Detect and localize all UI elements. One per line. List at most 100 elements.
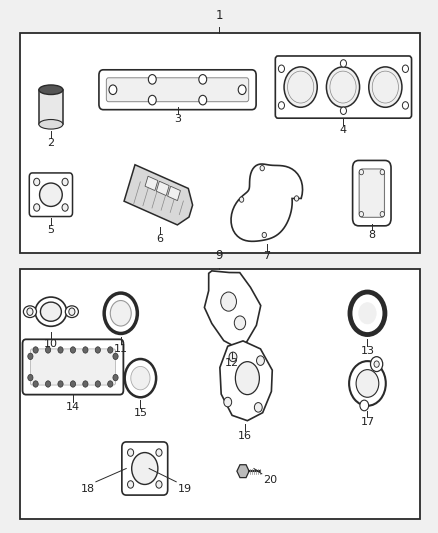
Circle shape — [34, 204, 40, 211]
Polygon shape — [205, 271, 261, 348]
Circle shape — [69, 308, 75, 316]
Circle shape — [340, 60, 346, 67]
Circle shape — [58, 381, 63, 387]
Polygon shape — [168, 186, 180, 200]
Circle shape — [148, 95, 156, 105]
Circle shape — [279, 102, 285, 109]
Polygon shape — [124, 165, 193, 225]
Text: 17: 17 — [360, 417, 374, 427]
Circle shape — [288, 71, 314, 103]
Circle shape — [234, 316, 246, 330]
Ellipse shape — [65, 306, 78, 318]
Circle shape — [125, 359, 156, 397]
Circle shape — [257, 356, 265, 366]
Circle shape — [34, 178, 40, 185]
FancyBboxPatch shape — [30, 349, 116, 385]
Circle shape — [229, 352, 237, 362]
Bar — [20, 33, 420, 253]
Circle shape — [380, 169, 385, 175]
Circle shape — [108, 347, 113, 353]
Text: 6: 6 — [156, 233, 163, 244]
Circle shape — [340, 107, 346, 115]
Text: 14: 14 — [66, 402, 80, 412]
Circle shape — [156, 449, 162, 456]
Circle shape — [132, 453, 158, 484]
Circle shape — [33, 347, 38, 353]
Circle shape — [108, 381, 113, 387]
Ellipse shape — [39, 183, 62, 206]
Circle shape — [372, 71, 399, 103]
Circle shape — [104, 293, 138, 334]
FancyBboxPatch shape — [122, 442, 168, 495]
Circle shape — [127, 449, 134, 456]
Text: 18: 18 — [81, 484, 95, 495]
FancyBboxPatch shape — [353, 160, 391, 226]
Circle shape — [199, 95, 207, 105]
Circle shape — [238, 85, 246, 94]
Circle shape — [240, 197, 244, 202]
FancyBboxPatch shape — [99, 70, 256, 110]
Circle shape — [127, 481, 134, 488]
Circle shape — [113, 374, 118, 381]
Circle shape — [28, 374, 33, 381]
Polygon shape — [231, 164, 303, 241]
Circle shape — [113, 353, 118, 360]
Text: 10: 10 — [44, 340, 58, 349]
Text: 20: 20 — [263, 475, 277, 486]
Polygon shape — [145, 176, 158, 191]
Text: 12: 12 — [225, 359, 239, 368]
Circle shape — [359, 169, 364, 175]
Circle shape — [71, 381, 76, 387]
Ellipse shape — [23, 306, 36, 318]
Ellipse shape — [235, 362, 259, 394]
Circle shape — [360, 400, 369, 411]
Text: 15: 15 — [134, 408, 148, 418]
Circle shape — [199, 75, 207, 84]
Text: 9: 9 — [215, 249, 223, 262]
Circle shape — [28, 353, 33, 360]
Text: 13: 13 — [360, 346, 374, 356]
Circle shape — [33, 381, 38, 387]
Polygon shape — [220, 341, 272, 421]
Circle shape — [46, 347, 51, 353]
Circle shape — [58, 347, 63, 353]
FancyBboxPatch shape — [276, 56, 412, 118]
Ellipse shape — [39, 119, 63, 129]
Text: 3: 3 — [174, 114, 181, 124]
Text: 19: 19 — [177, 484, 192, 495]
Text: 11: 11 — [114, 344, 128, 354]
Circle shape — [224, 397, 232, 407]
Text: 7: 7 — [264, 251, 271, 261]
Circle shape — [95, 347, 100, 353]
Circle shape — [254, 402, 262, 412]
Text: 8: 8 — [368, 230, 375, 240]
Polygon shape — [156, 181, 169, 196]
FancyBboxPatch shape — [359, 169, 385, 217]
Circle shape — [349, 361, 386, 406]
FancyBboxPatch shape — [22, 340, 124, 394]
Circle shape — [359, 212, 364, 217]
Circle shape — [83, 381, 88, 387]
Circle shape — [369, 67, 402, 107]
Circle shape — [403, 65, 409, 72]
Circle shape — [46, 381, 51, 387]
Circle shape — [350, 292, 385, 335]
Circle shape — [374, 361, 379, 367]
Text: 4: 4 — [340, 125, 347, 134]
Circle shape — [71, 347, 76, 353]
Circle shape — [380, 212, 385, 217]
Circle shape — [330, 71, 356, 103]
Circle shape — [326, 67, 360, 107]
Ellipse shape — [39, 85, 63, 94]
Circle shape — [284, 67, 317, 107]
Circle shape — [95, 381, 100, 387]
FancyBboxPatch shape — [29, 173, 73, 216]
Circle shape — [110, 301, 131, 326]
Circle shape — [27, 308, 33, 316]
Text: 1: 1 — [215, 9, 223, 22]
Circle shape — [131, 367, 150, 390]
Circle shape — [156, 481, 162, 488]
Circle shape — [356, 369, 379, 397]
Ellipse shape — [35, 297, 67, 326]
Circle shape — [109, 85, 117, 94]
